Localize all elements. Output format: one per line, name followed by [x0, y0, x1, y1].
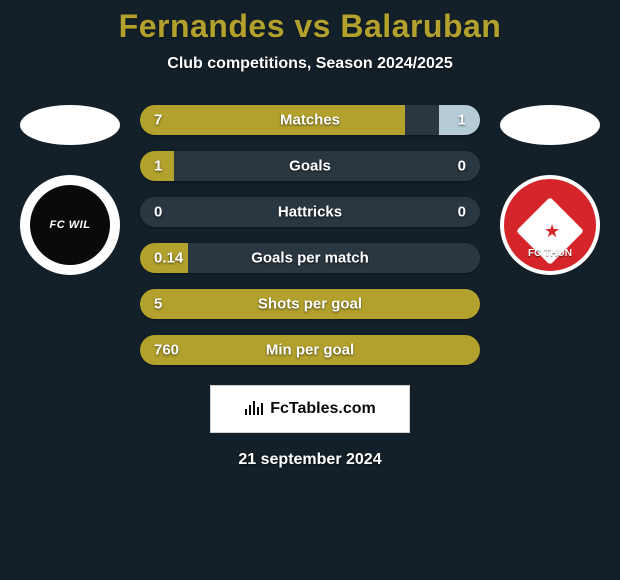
date-text: 21 september 2024 — [0, 451, 620, 469]
stat-value-right: 1 — [458, 112, 466, 129]
stat-label: Goals per match — [251, 250, 369, 267]
stat-label: Goals — [289, 158, 331, 175]
subtitle: Club competitions, Season 2024/2025 — [0, 55, 620, 73]
stat-value-right: 0 — [458, 158, 466, 175]
stat-value-left: 760 — [154, 342, 179, 359]
stat-value-left: 1 — [154, 158, 162, 175]
source-badge: FcTables.com — [210, 385, 410, 433]
star-icon: ★ — [544, 221, 560, 242]
right-player-column: ★ — [490, 105, 610, 275]
stat-row: Goals 1 0 — [140, 151, 480, 181]
right-nation-flag — [500, 105, 600, 145]
stat-value-left: 5 — [154, 296, 162, 313]
left-club-badge — [20, 175, 120, 275]
stat-row: Matches 7 1 — [140, 105, 480, 135]
right-club-badge: ★ — [500, 175, 600, 275]
stat-label: Matches — [280, 112, 340, 129]
bar-left — [140, 105, 405, 135]
page-title: Fernandes vs Balaruban — [0, 8, 620, 45]
stat-row: Min per goal 760 — [140, 335, 480, 365]
stats-bars: Matches 7 1 Goals 1 0 Hattricks 0 0 Goals per mat… — [130, 105, 490, 365]
stat-row: Hattricks 0 0 — [140, 197, 480, 227]
stat-label: Min per goal — [266, 342, 354, 359]
stat-value-left: 0 — [154, 204, 162, 221]
stat-row: Shots per goal 5 — [140, 289, 480, 319]
left-player-column — [10, 105, 130, 275]
chart-icon — [244, 400, 264, 419]
stat-value-right: 0 — [458, 204, 466, 221]
source-text: FcTables.com — [270, 400, 376, 418]
stat-label: Shots per goal — [258, 296, 362, 313]
infographic: Fernandes vs Balaruban Club competitions… — [0, 0, 620, 469]
content-row: Matches 7 1 Goals 1 0 Hattricks 0 0 Goals per mat… — [0, 105, 620, 365]
stat-row: Goals per match 0.14 — [140, 243, 480, 273]
stat-label: Hattricks — [278, 204, 342, 221]
left-nation-flag — [20, 105, 120, 145]
stat-value-left: 0.14 — [154, 250, 183, 267]
stat-value-left: 7 — [154, 112, 162, 129]
